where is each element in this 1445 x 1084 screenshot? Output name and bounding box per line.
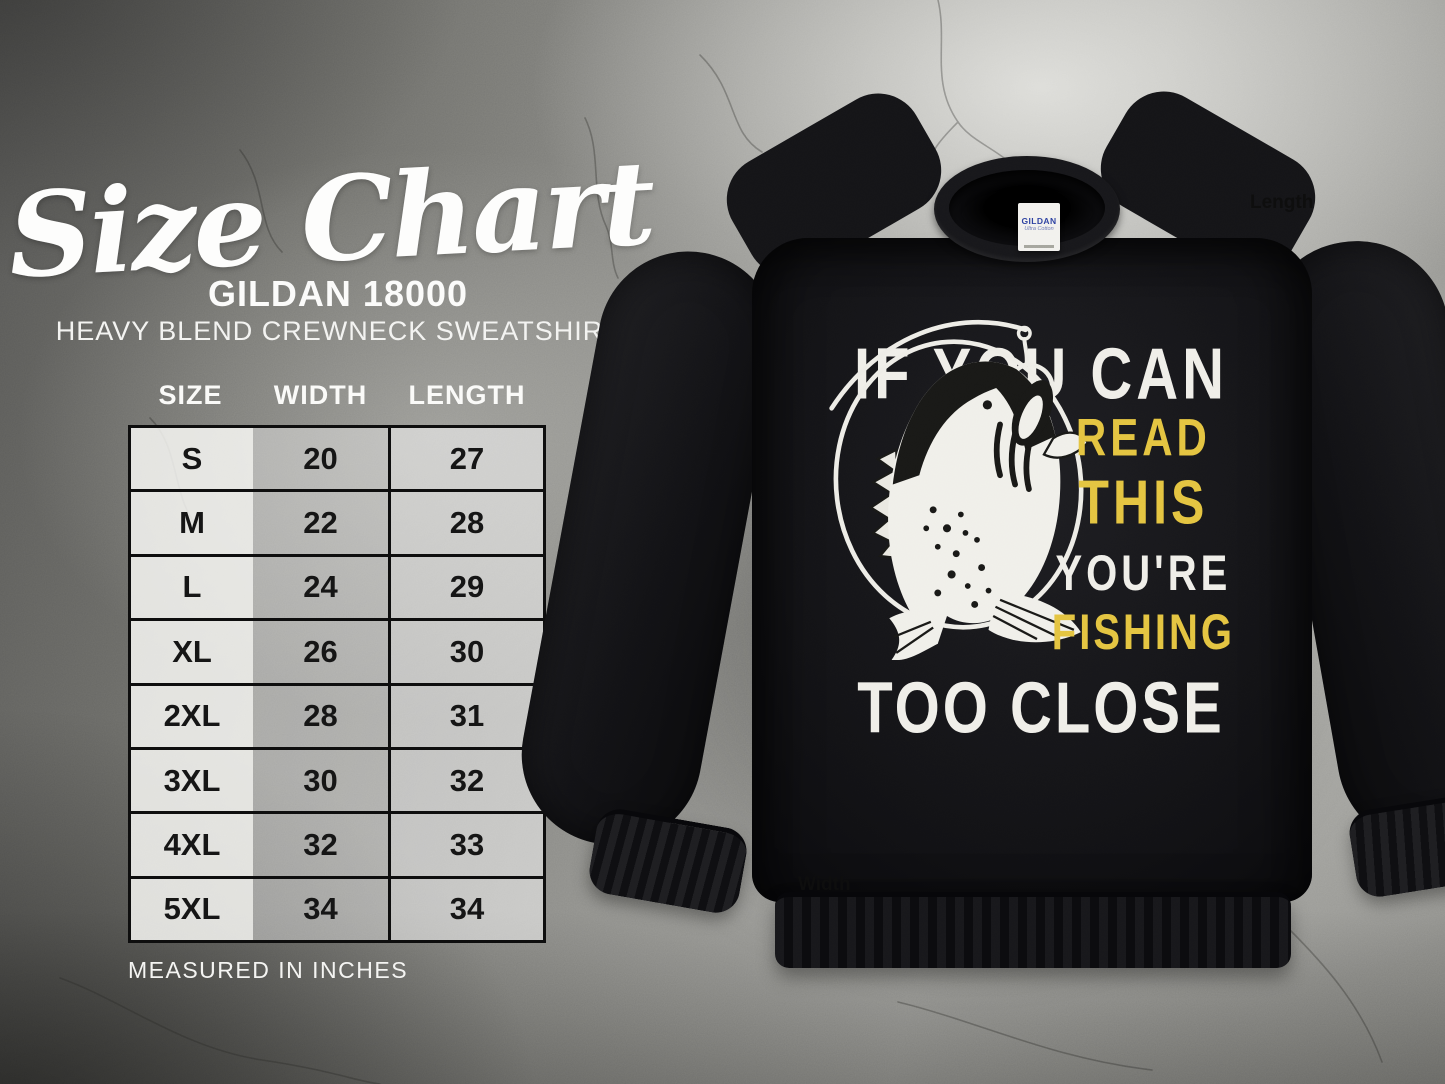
- neck-tag-fineprint: [1024, 245, 1054, 248]
- neck-tag-brand: GILDAN: [1021, 216, 1057, 226]
- print-line-youre: YOU'RE: [1055, 546, 1232, 601]
- print-line-read: READ: [1075, 408, 1211, 467]
- print-line-this: THIS: [1078, 467, 1209, 538]
- neck-tag-subtext: Ultra Cotton: [1024, 226, 1054, 232]
- waistband: [775, 892, 1291, 968]
- length-label: Length: [1250, 192, 1314, 213]
- print-right-column: READ THIS YOU'RE FISHING: [1052, 408, 1235, 660]
- print-line-too-close: TOO CLOSE: [857, 667, 1225, 749]
- width-label: Width: [798, 874, 851, 895]
- front-print: IF YOU CAN: [829, 320, 1237, 749]
- print-line-fishing: FISHING: [1051, 605, 1235, 660]
- neck-tag: GILDAN Ultra Cotton: [1018, 203, 1060, 251]
